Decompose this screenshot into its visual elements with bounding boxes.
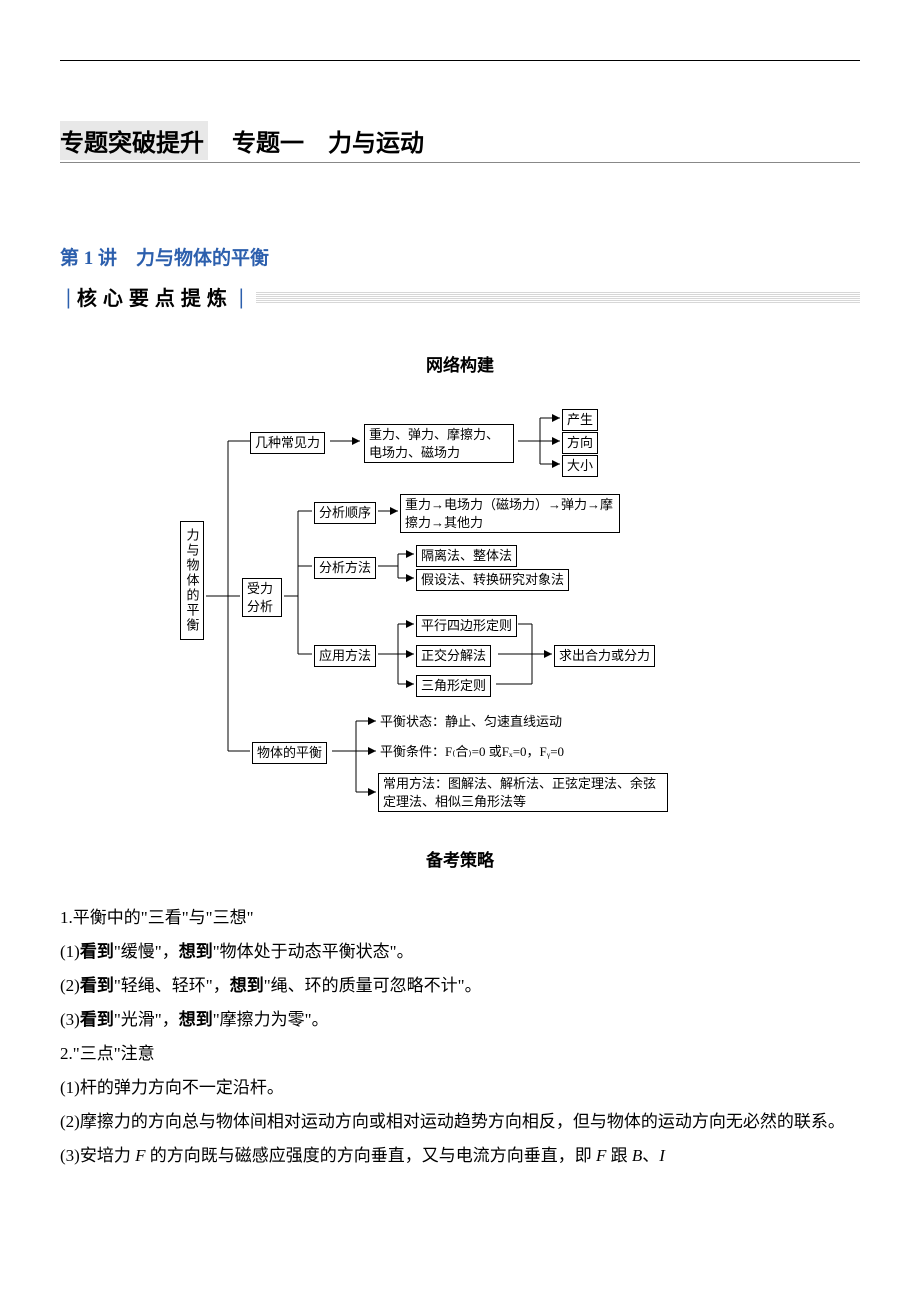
core-points-label: 核心要点提炼 (77, 282, 233, 311)
para: 1.平衡中的"三看"与"三想" (60, 901, 860, 935)
diagram-node-result: 求出合力或分力 (554, 645, 655, 667)
text-bold: 看到 (80, 942, 114, 961)
diagram-root: 力与物体的平衡 (180, 521, 204, 640)
diagram-leaf: 平衡条件：F₍合₎=0 或Fₓ=0，Fᵧ=0 (380, 743, 564, 761)
diagram-leaf: 隔离法、整体法 (416, 545, 517, 567)
diagram-node-method: 分析方法 (314, 557, 376, 579)
diagram-leaf: 平衡状态：静止、匀速直线运动 (380, 713, 562, 731)
text: 的方向既与磁感应强度的方向垂直，又与电流方向垂直，即 (145, 1146, 596, 1165)
para: (3)看到"光滑"，想到"摩擦力为零"。 (60, 1003, 860, 1037)
para: (1)看到"缓慢"，想到"物体处于动态平衡状态"。 (60, 935, 860, 969)
bar-icon: | (66, 284, 71, 310)
text: 跟 (606, 1146, 632, 1165)
para: (1)杆的弹力方向不一定沿杆。 (60, 1071, 860, 1105)
text-italic: F (135, 1146, 145, 1165)
title-block: 专题突破提升 专题一 力与运动 (60, 121, 860, 163)
text: "缓慢"， (114, 942, 179, 961)
diagram-node-apply: 应用方法 (314, 645, 376, 667)
text: 、 (642, 1146, 659, 1165)
para: (2)摩擦力的方向总与物体间相对运动方向或相对运动趋势方向相反，但与物体的运动方… (60, 1105, 860, 1139)
text: (1) (60, 942, 80, 961)
title-sub: 专题一 力与运动 (232, 123, 424, 158)
bar-icon: | (239, 284, 244, 310)
concept-diagram: 力与物体的平衡 几种常见力 重力、弹力、摩擦力、电场力、磁场力 产生 方向 大小… (180, 406, 740, 826)
text: "摩擦力为零"。 (213, 1010, 329, 1029)
core-points-header: | 核心要点提炼 | (60, 282, 860, 311)
diagram-leaf: 正交分解法 (416, 645, 491, 667)
diagram-leaf: 假设法、转换研究对象法 (416, 569, 569, 591)
diagram-node-forces-sub: 重力、弹力、摩擦力、电场力、磁场力 (364, 424, 514, 463)
section-strategy: 备考策略 (60, 846, 860, 871)
text: "光滑"， (114, 1010, 179, 1029)
title-main: 专题突破提升 (60, 121, 208, 160)
diagram-node-forces: 几种常见力 (250, 432, 325, 454)
text: "绳、环的质量可忽略不计"。 (264, 976, 482, 995)
diagram-leaf: 平行四边形定则 (416, 615, 517, 637)
text: "物体处于动态平衡状态"。 (213, 942, 414, 961)
hatched-rule (256, 291, 860, 303)
text-bold: 看到 (80, 1010, 114, 1029)
lecture-title: 第 1 讲 力与物体的平衡 (60, 243, 860, 270)
para: (2)看到"轻绳、轻环"，想到"绳、环的质量可忽略不计"。 (60, 969, 860, 1003)
diagram-node-balance: 物体的平衡 (252, 742, 327, 764)
diagram-leaf: 大小 (562, 455, 598, 477)
diagram-leaf: 产生 (562, 409, 598, 431)
text: "轻绳、轻环"， (114, 976, 230, 995)
para: 2."三点"注意 (60, 1037, 860, 1071)
diagram-leaf: 常用方法：图解法、解析法、正弦定理法、余弦定理法、相似三角形法等 (378, 773, 668, 812)
diagram-node-order-text: 重力→电场力（磁场力）→弹力→摩擦力→其他力 (400, 494, 620, 533)
para: (3)安培力 F 的方向既与磁感应强度的方向垂直，又与电流方向垂直，即 F 跟 … (60, 1139, 860, 1173)
text: (3) (60, 1010, 80, 1029)
text: (3)安培力 (60, 1146, 135, 1165)
section-network: 网络构建 (60, 351, 860, 376)
text-italic: F (596, 1146, 606, 1165)
top-rule (60, 60, 860, 61)
diagram-leaf: 三角形定则 (416, 675, 491, 697)
strategy-body: 1.平衡中的"三看"与"三想" (1)看到"缓慢"，想到"物体处于动态平衡状态"… (60, 901, 860, 1173)
diagram-node-order: 分析顺序 (314, 502, 376, 524)
text: (2) (60, 976, 80, 995)
text-bold: 想到 (179, 942, 213, 961)
text-bold: 想到 (230, 976, 264, 995)
text-italic: B (632, 1146, 642, 1165)
diagram-leaf: 方向 (562, 432, 598, 454)
text-italic: I (659, 1146, 665, 1165)
text-bold: 看到 (80, 976, 114, 995)
diagram-node-analysis: 受力分析 (242, 578, 282, 617)
text-bold: 想到 (179, 1010, 213, 1029)
